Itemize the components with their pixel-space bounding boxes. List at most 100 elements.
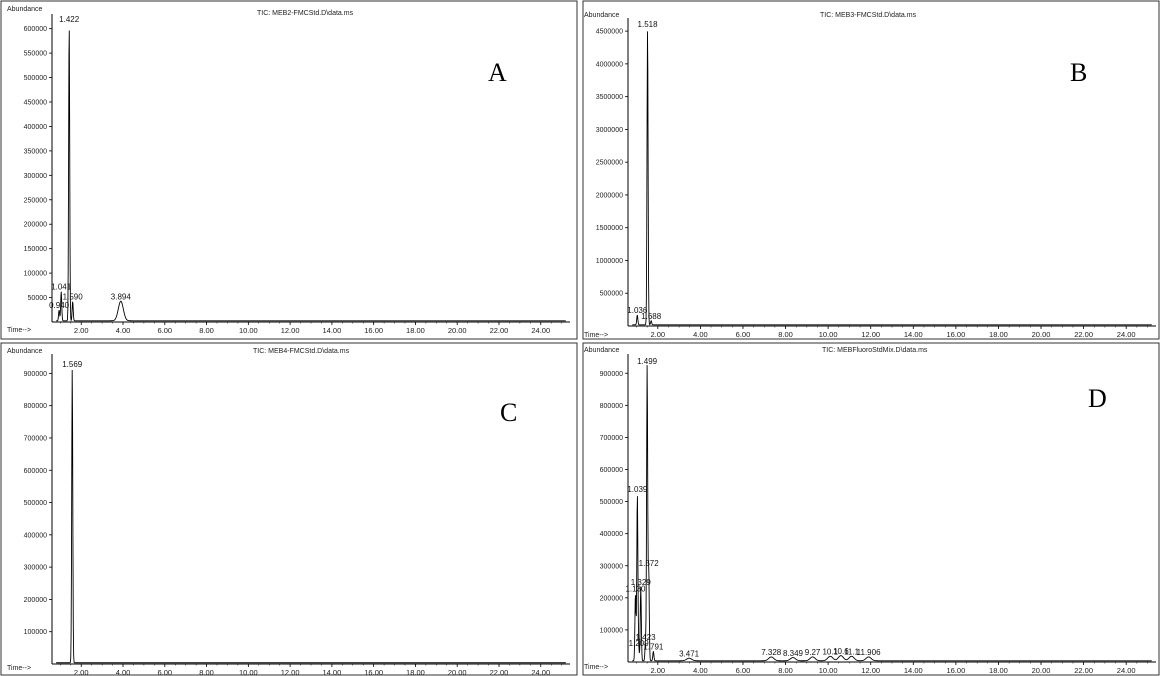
panel-frame xyxy=(0,0,578,340)
tic-trace xyxy=(632,31,1152,326)
x-tick-label: 4.00 xyxy=(693,330,708,339)
x-tick-label: 10.00 xyxy=(819,666,838,675)
x-tick-label: 24.00 xyxy=(531,326,550,335)
peak-label: 1.791 xyxy=(643,642,664,651)
x-tick-label: 8.00 xyxy=(778,666,793,675)
peak-label: 9.27 xyxy=(805,648,821,657)
panel-frame xyxy=(582,0,1160,340)
tic-trace xyxy=(56,369,566,664)
x-tick-label: 24.00 xyxy=(531,668,550,676)
x-tick-label: 14.00 xyxy=(904,666,923,675)
x-tick-label: 2.00 xyxy=(651,330,666,339)
peak-label: 1.688 xyxy=(641,312,662,321)
x-tick-label: 12.00 xyxy=(281,668,300,676)
x-tick-label: 18.00 xyxy=(989,330,1008,339)
chart-title-c: TIC: MEB4-FMCStd.D\data.ms xyxy=(253,348,350,355)
peak-label: 1.209 xyxy=(629,639,650,648)
x-tick-label: 4.00 xyxy=(693,666,708,675)
panel-letter-b: B xyxy=(1070,58,1088,87)
x-tick-label: 6.00 xyxy=(157,668,172,676)
x-tick-label: 12.00 xyxy=(281,326,300,335)
x-tick-label: 6.00 xyxy=(157,326,172,335)
panel-letter-a: A xyxy=(488,58,507,87)
peak-label: 1.329 xyxy=(631,578,652,587)
y-tick-label: 900000 xyxy=(24,371,47,378)
peak-label: 1.518 xyxy=(638,20,659,29)
x-tick-label: 16.00 xyxy=(946,666,965,675)
peak-label: 8.349 xyxy=(783,649,804,658)
x-tick-label: 16.00 xyxy=(364,668,383,676)
y-tick-label: 800000 xyxy=(24,403,47,410)
peak-label: 0.940 xyxy=(49,301,70,310)
y-tick-label: 4500000 xyxy=(596,29,623,36)
y-tick-label: 600000 xyxy=(600,467,623,474)
peak-label: 1.422 xyxy=(59,15,80,24)
y-tick-label: 100000 xyxy=(24,629,47,636)
x-tick-label: 10.00 xyxy=(239,668,258,676)
x-tick-label: 18.00 xyxy=(989,666,1008,675)
y-tick-label: 200000 xyxy=(600,595,623,602)
y-tick-label: 1500000 xyxy=(596,225,623,232)
x-tick-label: 22.00 xyxy=(1074,330,1093,339)
y-tick-label: 3500000 xyxy=(596,94,623,101)
y-tick-label: 300000 xyxy=(24,565,47,572)
x-tick-label: 10.00 xyxy=(239,326,258,335)
y-tick-label: 350000 xyxy=(24,148,47,155)
chromatogram-panel-a: 50000 100000 150000 200000 250000 300000 35000… xyxy=(0,0,578,340)
y-tick-label: 150000 xyxy=(24,246,47,253)
x-tick-label: 18.00 xyxy=(406,326,425,335)
x-tick-label: 22.00 xyxy=(490,326,509,335)
x-tick-label: 10.00 xyxy=(819,330,838,339)
y-tick-label: 400000 xyxy=(24,124,47,131)
chromatogram-b-svg: 500000 1000000 1500000 2000000 2500000 300000… xyxy=(582,0,1160,340)
y-tick-label: 450000 xyxy=(24,100,47,107)
y-tick-label: 2500000 xyxy=(596,160,623,167)
y-tick-label: 800000 xyxy=(600,403,623,410)
y-tick-label: 600000 xyxy=(24,26,47,33)
x-tick-label: 20.00 xyxy=(1032,330,1051,339)
peak-label: 1.590 xyxy=(63,292,84,301)
y-axis-label-d: Abundance xyxy=(584,347,620,354)
chromatogram-c-svg: 100000 200000 300000 400000 500000 600000 7000… xyxy=(0,342,578,676)
peak-label: 1.036 xyxy=(627,306,648,315)
peak-label: 1.499 xyxy=(637,357,658,366)
panel-frame xyxy=(582,342,1160,676)
y-axis-label-a: Abundance xyxy=(7,6,43,13)
peak-label: 1.039 xyxy=(627,485,648,494)
x-tick-label: 20.00 xyxy=(448,668,467,676)
x-tick-label: 20.00 xyxy=(1032,666,1051,675)
y-tick-label: 550000 xyxy=(24,51,47,58)
x-tick-label: 6.00 xyxy=(736,330,751,339)
chromatogram-d-svg: 100000 200000 300000 400000 500000 600000 7000… xyxy=(582,342,1160,676)
peak-label: 1.423 xyxy=(636,633,657,642)
x-tick-label: 16.00 xyxy=(946,330,965,339)
y-tick-label: 500000 xyxy=(24,500,47,507)
y-tick-label: 100000 xyxy=(24,271,47,278)
x-tick-label: 24.00 xyxy=(1117,330,1136,339)
peak-label: 1.569 xyxy=(62,360,83,369)
x-tick-label: 2.00 xyxy=(651,666,666,675)
chart-title-b: TIC: MEB3-FMCStd.D\data.ms xyxy=(820,12,917,19)
panel-letter-d: D xyxy=(1088,384,1107,413)
y-tick-label: 600000 xyxy=(24,468,47,475)
x-tick-label: 14.00 xyxy=(322,326,341,335)
y-tick-label: 700000 xyxy=(24,435,47,442)
x-tick-label: 2.00 xyxy=(74,668,89,676)
x-tick-label: 14.00 xyxy=(322,668,341,676)
tic-trace xyxy=(56,30,566,322)
tic-trace xyxy=(632,365,1152,662)
x-tick-label: 8.00 xyxy=(199,668,214,676)
y-tick-label: 200000 xyxy=(24,597,47,604)
y-tick-label: 300000 xyxy=(600,563,623,570)
y-tick-label: 200000 xyxy=(24,222,47,229)
y-axis-label-b: Abundance xyxy=(584,12,620,19)
x-tick-label: 2.00 xyxy=(74,326,89,335)
x-axis-label-d: Time--> xyxy=(584,664,609,671)
y-tick-label: 300000 xyxy=(24,173,47,180)
x-tick-label: 12.00 xyxy=(861,666,880,675)
peak-label: 10.6 xyxy=(833,647,849,656)
x-tick-label: 4.00 xyxy=(116,668,131,676)
peak-label: 11.1 xyxy=(844,648,860,657)
x-axis-label-c: Time--> xyxy=(7,665,32,672)
panel-letter-c: C xyxy=(500,398,518,427)
